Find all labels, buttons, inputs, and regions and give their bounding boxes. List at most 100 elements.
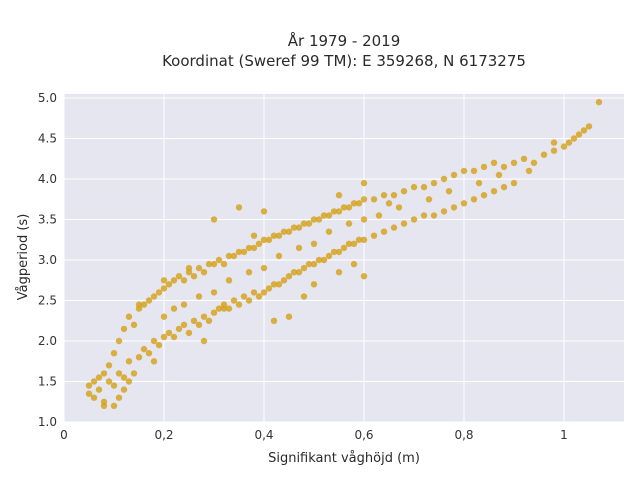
axis-ticks: 0 0,2 0,4 0,6 0,8 1 1.0 1.5 2.0 2.5 3.0 3.5 4.0 4.5 5.…: [38, 91, 568, 442]
data-point: [185, 264, 193, 272]
y-tick-label: 2.5: [38, 294, 57, 308]
data-point: [360, 216, 368, 223]
data-point: [260, 264, 268, 272]
data-point: [165, 281, 173, 288]
data-point: [245, 244, 253, 252]
data-point: [300, 293, 308, 300]
data-point: [220, 305, 228, 312]
data-point: [450, 204, 458, 211]
data-point: [295, 269, 303, 276]
chart-title-line-2: Koordinat (Sweref 99 TM): E 359268, N 61…: [162, 52, 526, 70]
data-point: [290, 269, 298, 276]
data-point: [355, 236, 363, 243]
data-point: [300, 220, 308, 227]
data-point: [315, 256, 323, 264]
data-point: [350, 200, 358, 207]
data-point: [145, 350, 153, 357]
data-point: [335, 192, 343, 199]
data-point: [375, 212, 383, 219]
data-point: [325, 228, 333, 235]
data-point: [390, 224, 398, 231]
data-point: [210, 309, 218, 316]
data-point: [300, 264, 308, 272]
data-point: [310, 260, 318, 268]
data-point: [195, 321, 203, 328]
data-point: [495, 171, 503, 179]
x-tick-label: 0,2: [154, 428, 173, 442]
data-point: [380, 192, 388, 199]
data-point: [195, 264, 203, 272]
data-point: [165, 329, 173, 337]
data-point: [115, 370, 123, 377]
data-point: [180, 321, 188, 328]
data-point: [155, 341, 163, 349]
y-tick-label: 3.0: [38, 253, 57, 267]
data-point: [275, 252, 283, 260]
data-point: [525, 167, 533, 175]
data-point: [160, 313, 168, 320]
data-point: [550, 139, 558, 146]
data-point: [150, 358, 158, 365]
data-point: [350, 240, 358, 247]
y-tick-label: 2.0: [38, 334, 57, 348]
data-point: [125, 358, 133, 365]
data-point: [400, 188, 408, 195]
data-point: [305, 220, 313, 227]
data-point: [120, 325, 128, 333]
data-point: [335, 248, 343, 256]
data-point: [330, 208, 338, 215]
data-point: [540, 151, 548, 158]
data-point: [210, 260, 218, 268]
data-point: [100, 402, 108, 409]
data-point: [345, 204, 353, 211]
data-point: [240, 293, 248, 300]
y-tick-label: 4.5: [38, 132, 57, 146]
data-point: [175, 325, 183, 333]
data-point: [380, 228, 388, 235]
data-point: [230, 297, 238, 304]
y-tick-label: 1.0: [38, 415, 57, 429]
y-tick-label: 5.0: [38, 91, 57, 105]
data-point: [250, 244, 258, 252]
data-point: [150, 293, 158, 300]
data-point: [155, 289, 163, 296]
data-point: [345, 220, 353, 227]
data-point: [430, 212, 438, 219]
data-point: [270, 232, 278, 239]
data-point: [240, 248, 248, 256]
data-point: [275, 281, 283, 288]
data-point: [570, 135, 578, 142]
data-point: [120, 386, 128, 393]
data-point: [225, 252, 233, 260]
data-point: [130, 370, 138, 377]
data-point: [360, 273, 368, 280]
data-point: [150, 337, 158, 345]
data-point: [215, 305, 223, 312]
data-point: [510, 159, 518, 166]
data-point: [140, 301, 148, 308]
y-tick-label: 4.0: [38, 172, 57, 186]
data-point: [110, 402, 118, 409]
data-point: [320, 256, 328, 264]
data-point: [160, 285, 168, 292]
data-point: [585, 123, 593, 130]
data-point: [260, 236, 268, 243]
x-axis-label: Signifikant våghöjd (m): [268, 451, 420, 466]
data-point: [295, 244, 303, 252]
x-tick-label: 0,8: [454, 428, 473, 442]
data-point: [330, 248, 338, 256]
data-point: [255, 240, 263, 247]
data-point: [285, 273, 293, 280]
y-axis-label: Vågperiod (s): [16, 214, 31, 301]
data-point: [215, 256, 223, 264]
data-point: [120, 374, 128, 381]
x-tick-label: 0,4: [254, 428, 273, 442]
data-point: [250, 289, 258, 296]
data-point: [530, 159, 538, 166]
data-point: [100, 370, 108, 377]
data-point: [235, 204, 243, 211]
data-point: [225, 277, 233, 284]
data-point: [170, 305, 178, 312]
data-point: [290, 224, 298, 231]
